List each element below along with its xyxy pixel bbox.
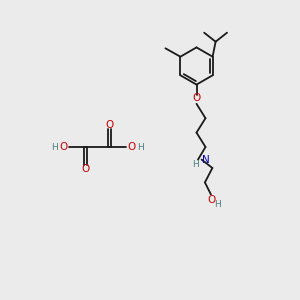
Text: H: H <box>138 142 144 152</box>
Text: H: H <box>192 160 199 169</box>
Text: N: N <box>202 154 209 165</box>
Text: O: O <box>207 194 216 205</box>
Text: O: O <box>105 119 114 130</box>
Text: H: H <box>214 200 221 209</box>
Text: H: H <box>51 142 57 152</box>
Text: O: O <box>59 142 68 152</box>
Text: O: O <box>128 142 136 152</box>
Text: O: O <box>192 93 201 103</box>
Text: O: O <box>81 164 90 175</box>
